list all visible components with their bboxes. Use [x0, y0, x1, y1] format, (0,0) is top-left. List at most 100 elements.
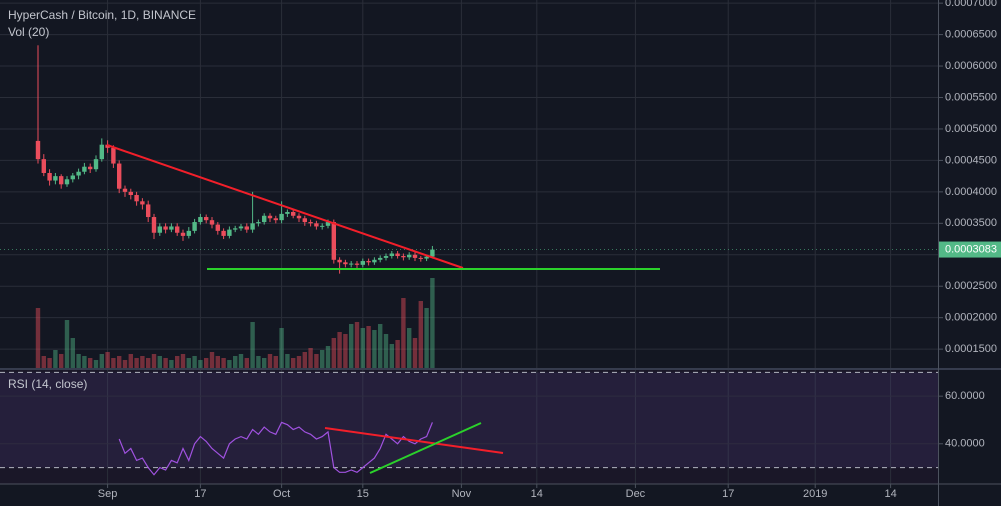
volume-bar — [215, 356, 220, 368]
candle-body — [70, 175, 75, 180]
candle-body — [53, 176, 58, 181]
y-tick-label: 0.0003500 — [945, 217, 997, 229]
volume-bar — [314, 354, 319, 368]
volume-bar — [53, 350, 58, 368]
y-tick-label: 0.0006500 — [945, 29, 997, 41]
candle-body — [337, 259, 342, 263]
volume-bar — [145, 358, 151, 368]
volume-bar — [70, 338, 75, 368]
volume-bar — [331, 338, 336, 368]
candle-body — [58, 176, 64, 185]
volume-bar — [47, 358, 52, 368]
candle-body — [331, 222, 336, 260]
volume-bar — [250, 322, 255, 368]
candle-body — [354, 263, 360, 265]
candle-body — [151, 217, 157, 233]
y-tick-label: 0.0004500 — [945, 154, 997, 166]
candle-body — [430, 249, 435, 257]
candle-body — [232, 228, 238, 230]
x-tick-label: 14 — [531, 488, 543, 500]
y-tick-label: 0.0002500 — [945, 280, 997, 292]
candle-body — [76, 171, 81, 176]
volume-bar — [407, 328, 412, 368]
last-price-box — [939, 241, 1001, 258]
volume-bar — [58, 354, 64, 368]
rsi-tick-label: 60.0000 — [945, 390, 985, 402]
candle-body — [111, 147, 116, 164]
volume-bar — [348, 324, 354, 368]
volume-bar — [198, 360, 203, 368]
volume-bar — [308, 348, 313, 368]
candle-body — [389, 253, 395, 257]
candle-body — [157, 226, 162, 233]
candle-body — [308, 222, 313, 224]
rsi-pane — [0, 370, 938, 484]
candle-body — [140, 201, 145, 205]
candle-body — [227, 229, 232, 236]
rsi-support-line — [369, 422, 482, 474]
volume-bar — [64, 320, 70, 368]
volume-bar — [273, 356, 278, 368]
volume-bar — [174, 356, 180, 368]
volume-bar — [290, 358, 296, 368]
candle-body — [221, 230, 226, 236]
candle-body — [256, 222, 261, 224]
candle-body — [163, 226, 168, 230]
y-tick-label: 0.0002000 — [945, 312, 997, 324]
volume-bar — [296, 356, 302, 368]
volume-bar — [41, 356, 46, 368]
y-tick-label: 0.0001500 — [945, 343, 997, 355]
volume-bar — [128, 354, 133, 368]
volume-bar — [82, 356, 87, 368]
volume-bar — [163, 358, 168, 368]
candle-body — [174, 226, 180, 233]
rsi-title: RSI (14, close) — [8, 377, 87, 391]
x-tick-label: 2019 — [803, 488, 827, 500]
volume-bar — [192, 356, 197, 368]
volume-bar — [383, 334, 389, 368]
candle-body — [87, 166, 93, 170]
volume-bar — [401, 298, 406, 368]
candle-body — [64, 179, 70, 185]
x-tick-label: 17 — [194, 488, 206, 500]
y-tick-label: 0.0005000 — [945, 123, 997, 135]
candle-body — [343, 262, 348, 265]
candle-body — [215, 224, 220, 231]
candle-body — [169, 226, 174, 230]
x-tick-label: Sep — [98, 488, 118, 500]
candle-body — [372, 259, 377, 263]
candle-body — [273, 218, 278, 221]
volume-bar — [360, 328, 365, 368]
candle-body — [285, 211, 290, 214]
volume-label: Vol (20) — [8, 25, 49, 39]
candle-body — [383, 256, 389, 258]
volume-bar — [134, 358, 139, 368]
candle-body — [366, 261, 371, 263]
candle-body — [377, 257, 383, 260]
x-tick-label: 17 — [722, 488, 734, 500]
volume-bar — [209, 352, 215, 368]
rsi-trend-line — [324, 427, 504, 454]
candle-body — [93, 159, 99, 170]
volume-bar — [169, 360, 174, 368]
candle-body — [412, 254, 418, 258]
volume-bar — [227, 360, 232, 368]
volume-bar — [87, 358, 93, 368]
rsi-tick-label: 40.0000 — [945, 438, 985, 450]
x-tick-label: 14 — [884, 488, 896, 500]
candle-body — [267, 215, 273, 219]
volume-bar — [111, 358, 116, 368]
volume-bar — [389, 344, 395, 368]
candle-body — [407, 254, 412, 258]
volume-bar — [319, 350, 325, 368]
volume-bar — [366, 326, 371, 368]
volume-bar — [343, 334, 348, 368]
candle-body — [99, 144, 104, 160]
volume-bar — [180, 354, 186, 368]
volume-bar — [302, 352, 307, 368]
x-tick-label: Nov — [452, 488, 472, 500]
x-tick-label: 15 — [357, 488, 369, 500]
volume-bar — [232, 356, 238, 368]
